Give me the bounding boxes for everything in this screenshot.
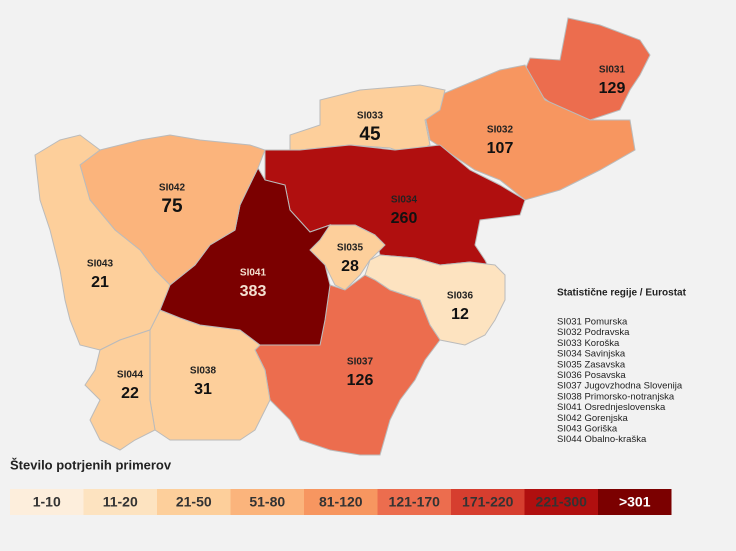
legend-label: 121-170 xyxy=(389,494,441,510)
region-value: 107 xyxy=(487,140,514,157)
legend-label: 171-220 xyxy=(462,494,514,510)
key-item: SI043 Goriška xyxy=(557,424,618,435)
region-code: SI034 xyxy=(391,195,418,206)
key-item: SI033 Koroška xyxy=(557,338,620,349)
legend-swatch xyxy=(377,489,451,515)
key-item: SI038 Primorsko-notranjska xyxy=(557,391,675,402)
key-item: SI035 Zasavska xyxy=(557,359,626,370)
key-item: SI037 Jugovzhodna Slovenija xyxy=(557,381,683,392)
legend-swatch xyxy=(524,489,598,515)
region-value: 22 xyxy=(121,385,139,402)
region-value: 12 xyxy=(451,306,469,323)
region-value: 75 xyxy=(161,196,183,217)
region-code: SI035 xyxy=(337,243,364,254)
legend-title: Število potrjenih primerov xyxy=(10,457,172,472)
key-item: SI034 Savinjska xyxy=(557,349,626,360)
legend-label: 51-80 xyxy=(249,494,285,510)
region-value: 260 xyxy=(391,210,418,227)
region-code: SI036 xyxy=(447,291,474,302)
region xyxy=(34,134,171,351)
legend-label: 221-300 xyxy=(536,494,588,510)
key-item: SI031 Pomurska xyxy=(557,317,628,328)
key-title: Statistične regije / Eurostat xyxy=(557,288,687,299)
region-code: SI038 xyxy=(190,366,217,377)
region-code: SI041 xyxy=(240,268,267,279)
region-code: SI032 xyxy=(487,125,514,136)
key-item: SI036 Posavska xyxy=(557,370,626,381)
region-value: 383 xyxy=(240,283,267,300)
region-code: SI044 xyxy=(117,370,144,381)
legend-swatch xyxy=(598,489,672,515)
legend-swatch xyxy=(10,489,84,515)
region xyxy=(424,64,636,201)
region-value: 21 xyxy=(91,274,109,291)
region-code: SI033 xyxy=(357,111,384,122)
region-code: SI042 xyxy=(159,183,186,194)
key-item: SI044 Obalno-kraška xyxy=(557,434,647,445)
legend-swatch xyxy=(157,489,231,515)
region xyxy=(84,329,156,451)
key-item: SI041 Osrednjeslovenska xyxy=(557,402,666,413)
legend-label: 11-20 xyxy=(103,494,138,510)
legend-label: 1-10 xyxy=(33,494,61,510)
legend-swatch xyxy=(230,489,304,515)
region-code: SI031 xyxy=(599,65,626,76)
legend-label: >301 xyxy=(619,494,651,510)
region-code: SI037 xyxy=(347,357,374,368)
region-code: SI043 xyxy=(87,259,114,270)
region-value: 129 xyxy=(599,80,626,97)
key-item: SI042 Gorenjska xyxy=(557,413,628,424)
key-item: SI032 Podravska xyxy=(557,327,630,338)
region-value: 28 xyxy=(341,258,359,275)
region xyxy=(524,17,651,121)
region-value: 31 xyxy=(194,381,212,398)
legend-swatch xyxy=(304,489,378,515)
legend-swatch xyxy=(83,489,157,515)
legend-label: 21-50 xyxy=(176,494,212,510)
region-value: 126 xyxy=(347,372,374,389)
legend-swatch xyxy=(451,489,525,515)
legend-label: 81-120 xyxy=(319,494,363,510)
region-value: 45 xyxy=(359,124,381,145)
